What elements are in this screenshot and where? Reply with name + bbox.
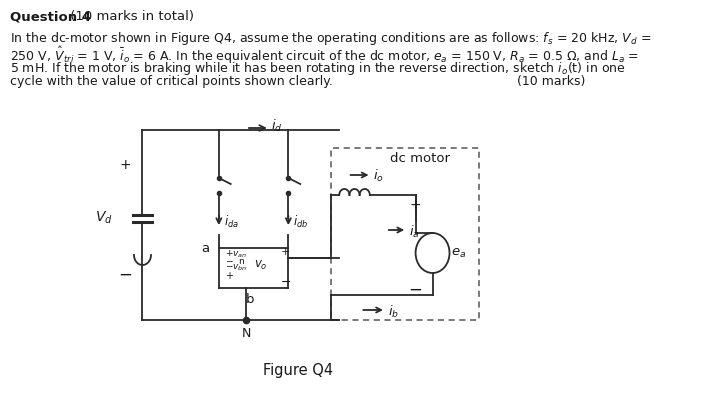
Text: $i_d$: $i_d$ <box>272 118 283 134</box>
Text: $-$  n: $-$ n <box>225 256 245 266</box>
Text: b: b <box>246 293 254 306</box>
Text: +: + <box>410 198 421 212</box>
Text: In the dc-motor shown in Figure Q4, assume the operating conditions are as follo: In the dc-motor shown in Figure Q4, assu… <box>10 30 651 47</box>
Text: $i_a$: $i_a$ <box>409 224 420 240</box>
Text: +: + <box>120 158 131 172</box>
Text: $-v_{bn}$: $-v_{bn}$ <box>225 263 247 273</box>
Text: a: a <box>201 241 209 254</box>
Text: +$v_{an}$: +$v_{an}$ <box>225 248 247 260</box>
Text: −: − <box>281 276 291 289</box>
Text: $i_b$: $i_b$ <box>388 304 399 320</box>
Text: +: + <box>225 271 233 281</box>
Text: $i_o$: $i_o$ <box>373 168 384 184</box>
Text: −: − <box>409 281 423 299</box>
Text: 250 V, $\hat{V}_{tri}$ = 1 V, $\bar{i}_o$ = 6 A. In the equivalent circuit of th: 250 V, $\hat{V}_{tri}$ = 1 V, $\bar{i}_o… <box>10 45 640 66</box>
Text: $i_{db}$: $i_{db}$ <box>293 214 309 230</box>
Text: N: N <box>241 327 251 340</box>
Text: −: − <box>119 266 133 284</box>
Text: $e_a$: $e_a$ <box>451 247 466 260</box>
Text: Question 4: Question 4 <box>10 10 91 23</box>
Text: cycle with the value of critical points shown clearly.: cycle with the value of critical points … <box>10 75 333 88</box>
Text: Figure Q4: Figure Q4 <box>263 363 333 378</box>
Text: (10 marks): (10 marks) <box>517 75 585 88</box>
Text: 5 mH. If the motor is braking while it has been rotating in the reverse directio: 5 mH. If the motor is braking while it h… <box>10 60 626 77</box>
Text: +: + <box>281 247 291 257</box>
Text: $i_{da}$: $i_{da}$ <box>224 214 239 230</box>
Text: dc motor: dc motor <box>390 152 450 165</box>
Text: $v_o$: $v_o$ <box>254 258 268 272</box>
Text: (10 marks in total): (10 marks in total) <box>66 10 194 23</box>
Text: $V_d$: $V_d$ <box>95 210 113 226</box>
